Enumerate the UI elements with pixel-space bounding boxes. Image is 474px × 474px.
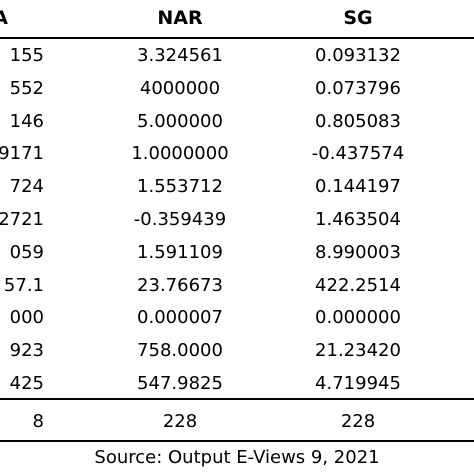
table-row: 155 3.324561 0.093132: [0, 39, 474, 73]
table-cell-a: 059: [9, 241, 44, 263]
table-row: 724 1.553712 0.144197: [0, 170, 474, 204]
table-cell-nar: 758.0000: [137, 340, 223, 362]
table-cell-sg: 0.073796: [315, 77, 401, 99]
count-cell-nar: 228: [162, 411, 198, 432]
table-cell-sg: 0.144197: [315, 176, 401, 198]
header-rule: [0, 37, 474, 39]
table-cell-a: 724: [9, 176, 44, 198]
table-cell-a: 000: [9, 307, 44, 329]
table-row: 552 4000000 0.073796: [0, 72, 474, 106]
table-cell-nar: 4000000: [139, 77, 221, 99]
table-cell-a: 9171: [0, 143, 44, 165]
footer-rule: [0, 440, 474, 442]
table-cell-nar: 1.553712: [137, 176, 223, 198]
table-row: 425 547.9825 4.719945: [0, 367, 474, 401]
count-rule: [0, 398, 474, 400]
table-cell-sg: 0.000000: [315, 307, 401, 329]
table-cell-sg: 0.093132: [315, 45, 401, 66]
table-cell-sg: 4.719945: [315, 373, 401, 394]
table-cell-nar: -0.359439: [133, 209, 227, 230]
count-row: 8 228 228: [0, 405, 474, 439]
table-cell-sg: 0.805083: [315, 110, 401, 132]
count-cell-sg: 228: [340, 411, 376, 432]
column-header-a: A: [0, 7, 8, 29]
table-cell-nar: 5.000000: [137, 110, 223, 132]
table-cell-a: 2721: [0, 209, 44, 230]
table-cell-a: 552: [9, 77, 44, 99]
table-cell-sg: 8.990003: [315, 241, 401, 263]
column-header-sg: SG: [343, 7, 373, 29]
table-cell-sg: 1.463504: [315, 209, 401, 230]
table-cell-sg: -0.437574: [311, 143, 405, 165]
table-cell-a: 425: [9, 373, 44, 394]
table-cell-a: 155: [9, 45, 44, 66]
table-cell-nar: 547.9825: [137, 373, 223, 394]
table-row: 923 758.0000 21.23420: [0, 334, 474, 368]
table-cell-nar: 23.76673: [137, 274, 223, 296]
table-cell-a: 146: [9, 110, 44, 132]
table-cell-a: 57.1: [3, 274, 44, 296]
table-row: 2721 -0.359439 1.463504: [0, 203, 474, 237]
table-cell-nar: 0.000007: [137, 307, 223, 329]
table-cell-nar: 3.324561: [137, 45, 223, 66]
table-row: 9171 1.0000000 -0.437574: [0, 137, 474, 171]
source-note: Source: Output E-Views 9, 2021: [94, 447, 380, 468]
table-cell-a: 923: [9, 340, 44, 362]
table-cell-sg: 21.23420: [315, 340, 401, 362]
table-row: 000 0.000007 0.000000: [0, 301, 474, 335]
table-cell-sg: 422.2514: [315, 274, 401, 296]
table-row: 059 1.591109 8.990003: [0, 236, 474, 270]
table-row: 57.1 23.76673 422.2514: [0, 269, 474, 303]
count-cell-a: 8: [32, 411, 44, 432]
table-cell-nar: 1.0000000: [131, 143, 229, 165]
table-cell-nar: 1.591109: [137, 241, 223, 263]
table-row: 146 5.000000 0.805083: [0, 105, 474, 139]
column-header-nar: NAR: [157, 7, 203, 29]
